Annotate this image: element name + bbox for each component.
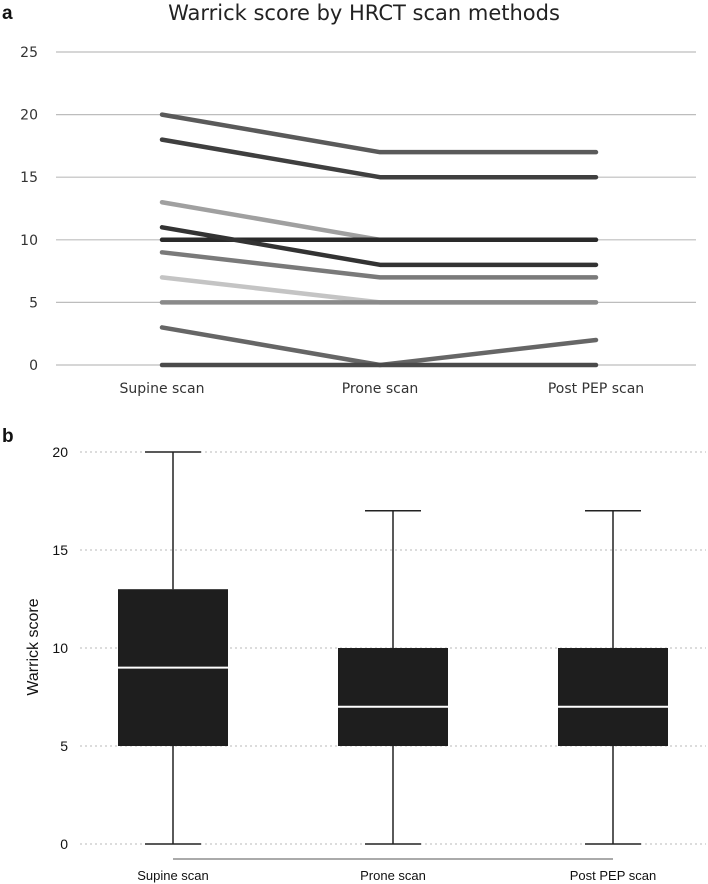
panel-a-chart: a Warrick score by HRCT scan methods 0 5 1… [2,1,696,397]
panel-a-series-line [159,275,599,305]
panel-b-y-axis-label: Warrick score [25,598,42,695]
panel-a-series-line [159,112,599,155]
panel-b-y-tick-label: 15 [52,542,68,558]
panel-a-y-tick-label: 25 [20,45,38,61]
panel-b-box-group [118,451,228,845]
panel-b-y-tick-label: 0 [60,836,68,852]
panel-a-y-tick-label: 5 [29,295,38,311]
panel-a-series-line [159,225,599,268]
panel-b-x-category-label: Prone scan [360,868,426,883]
panel-b-box-group [558,510,668,845]
panel-b-box [338,648,448,746]
panel-a-series-line [159,137,599,180]
panel-b-y-ticks: 0 5 10 15 20 [52,444,68,852]
panel-b-box [558,648,668,746]
panel-b-x-categories: Supine scan Prone scan Post PEP scan [137,868,656,883]
panel-a-label: a [2,3,13,24]
panel-a-series-line [159,250,599,280]
panel-a-series-line [159,199,599,243]
panel-a-title: Warrick score by HRCT scan methods [168,1,560,25]
panel-b-y-tick-label: 5 [60,738,68,754]
panel-b-box-group [338,510,448,845]
panel-b-x-category-label: Supine scan [137,868,209,883]
panel-a-y-tick-label: 15 [20,170,38,186]
panel-b-boxes [118,451,668,845]
panel-a-y-tick-label: 20 [20,108,38,124]
panel-a-y-tick-label: 0 [29,358,38,374]
panel-b-y-tick-label: 10 [52,640,68,656]
panel-b-y-tick-label: 20 [52,444,68,460]
panel-b-x-category-label: Post PEP scan [570,868,656,883]
panel-b-label: b [2,426,14,447]
panel-b-chart: b Warrick score 0 5 10 15 20 Supine scan Pron… [2,426,706,883]
panel-a-x-category-label: Post PEP scan [548,381,644,397]
panel-a-x-categories: Supine scan Prone scan Post PEP scan [120,381,645,397]
panel-a-x-category-label: Supine scan [120,381,205,397]
panel-a-series-line [159,325,599,368]
panel-a-x-category-label: Prone scan [342,381,419,397]
panel-a-y-ticks: 0 5 10 15 20 25 [20,45,38,374]
panel-a-series [159,112,599,368]
panel-a-gridlines [56,51,696,366]
panel-a-y-tick-label: 10 [20,233,38,249]
